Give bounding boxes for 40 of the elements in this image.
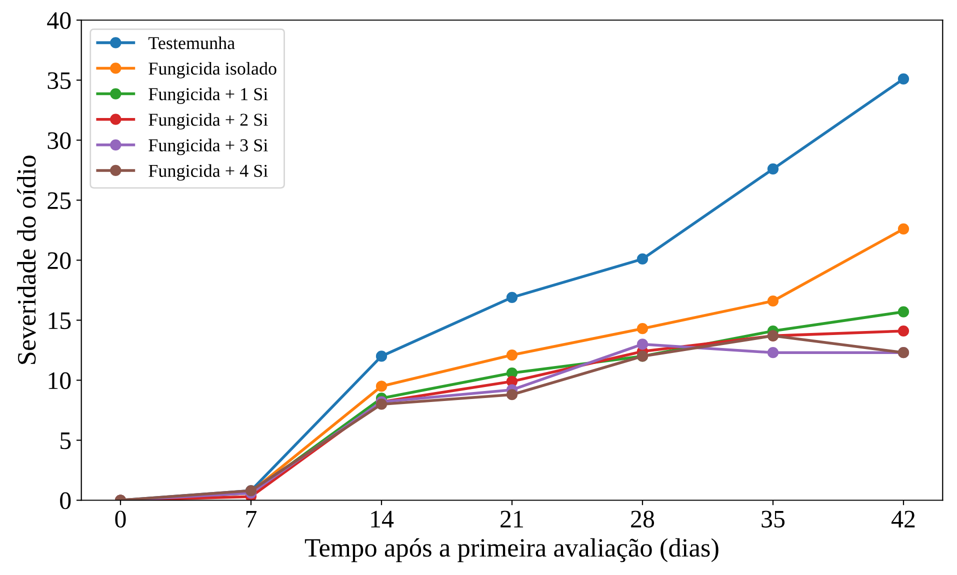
y-axis-title: Severidade do oídio — [17, 156, 36, 364]
x-tick-label: 0 — [115, 510, 126, 528]
point — [898, 306, 910, 318]
point — [636, 253, 648, 265]
x-tick-label: 42 — [891, 510, 915, 528]
y-tick-label: 30 — [48, 132, 71, 150]
legend-label: Fungicida isolado — [148, 62, 276, 78]
legend-label: Fungicida + 3 Si — [148, 138, 268, 156]
point — [506, 349, 518, 361]
x-tick-label: 14 — [371, 510, 394, 528]
x-tick-label: 35 — [762, 510, 785, 528]
x-tick-label: 28 — [631, 510, 654, 528]
y-tick-label: 20 — [48, 252, 71, 270]
y-tick-label: 25 — [48, 192, 71, 210]
legend-label: Testemunha — [148, 36, 235, 50]
point — [636, 338, 648, 350]
x-tick-label: 21 — [500, 510, 523, 528]
point — [376, 398, 388, 410]
x-tick-label: 7 — [246, 510, 257, 528]
point — [506, 292, 518, 303]
point — [506, 389, 518, 400]
point — [767, 295, 779, 307]
point — [767, 347, 779, 358]
point — [376, 350, 388, 362]
legend-label: Fungicida + 1 Si — [148, 88, 268, 104]
y-tick-label: 10 — [48, 372, 71, 390]
point — [767, 163, 779, 175]
y-tick-label: 0 — [60, 492, 71, 510]
point — [898, 73, 910, 84]
legend-label: Fungicida + 2 Si — [148, 113, 268, 130]
y-tick-label: 35 — [48, 72, 71, 90]
y-tick-label: 5 — [60, 432, 71, 450]
x-axis-title: Tempo após a primeira avaliação (dias) — [304, 538, 718, 562]
point — [898, 223, 910, 235]
legend-label: Fungicida + 4 Si — [148, 164, 268, 181]
point — [636, 323, 648, 334]
point — [898, 325, 910, 337]
y-tick-label: 15 — [48, 312, 71, 330]
point — [376, 380, 388, 392]
y-tick-label: 40 — [47, 12, 71, 30]
